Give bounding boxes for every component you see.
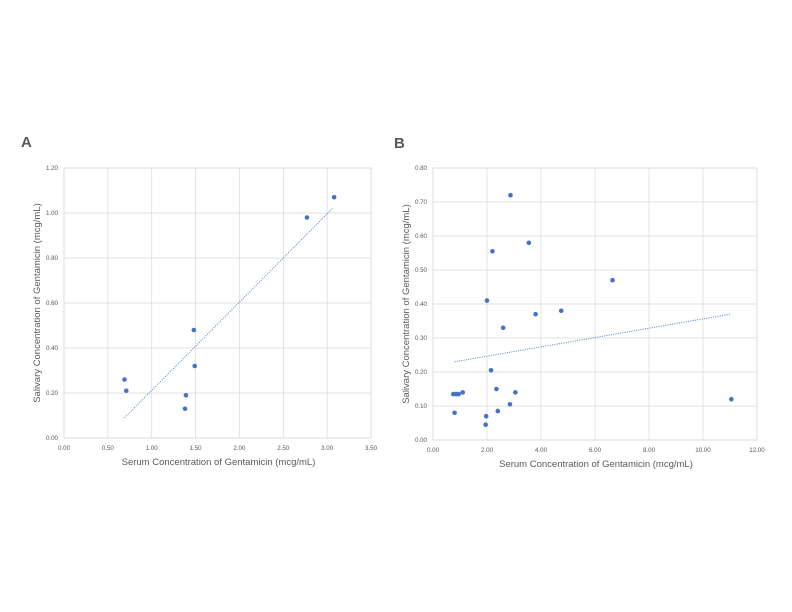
x-tick-label: 0.00: [58, 445, 71, 452]
data-point: [494, 386, 499, 392]
data-point: [192, 363, 197, 369]
data-point: [483, 422, 488, 428]
x-tick-label: 2.50: [277, 445, 290, 452]
data-point: [452, 410, 457, 416]
data-point: [460, 390, 466, 395]
data-point: [122, 377, 127, 382]
data-point: [123, 388, 129, 394]
data-point: [304, 215, 310, 220]
y-tick-label: 0.40: [46, 345, 59, 352]
x-axis-title: Serum Concentration of Gentamicin (mcg/m…: [122, 457, 316, 468]
y-tick-label: 0.60: [415, 233, 428, 240]
y-tick-label: 0.20: [415, 369, 428, 376]
y-tick-label: 0.50: [415, 267, 428, 274]
x-tick-label: 10.00: [695, 447, 711, 454]
y-tick-label: 0.70: [415, 199, 428, 206]
x-tick-label: 2.00: [233, 445, 246, 452]
y-axis-title: Salivary Concentration of Gentamicin (mc…: [32, 203, 43, 403]
data-point: [513, 390, 518, 395]
trendline: [124, 208, 333, 419]
y-tick-label: 0.80: [46, 255, 59, 262]
data-point: [508, 192, 513, 198]
x-axis-title: Serum Concentration of Gentamicin (mcg/m…: [499, 459, 693, 470]
x-tick-label: 0.00: [427, 447, 440, 454]
x-tick-label: 3.00: [321, 445, 334, 452]
y-tick-label: 0.10: [415, 403, 428, 410]
y-tick-label: 0.60: [46, 300, 59, 307]
data-point: [507, 402, 513, 407]
x-tick-label: 6.00: [589, 447, 602, 454]
data-point: [490, 249, 495, 254]
y-tick-label: 1.20: [46, 165, 59, 172]
x-tick-label: 0.50: [102, 445, 115, 452]
y-tick-label: 0.00: [415, 437, 428, 444]
data-point: [183, 392, 189, 398]
x-tick-label: 2.00: [481, 447, 494, 454]
chart-b: 0.00 2.00 4.00 6.00 8.00 10.00 12.00 0.00 0.10 0.…: [401, 165, 765, 470]
data-point: [483, 413, 489, 419]
data-point: [495, 408, 501, 414]
data-point: [558, 308, 564, 314]
x-tick-label: 4.00: [535, 447, 548, 454]
y-axis-title: Salivary Concentration of Gentamicin (mc…: [401, 204, 412, 404]
panel-label-b: B: [394, 135, 405, 152]
data-point: [729, 396, 734, 402]
x-tick-label: 1.50: [190, 445, 203, 452]
data-point: [331, 194, 337, 200]
y-tick-label: 0.20: [46, 390, 59, 397]
data-point: [533, 311, 538, 317]
x-tick-label: 8.00: [643, 447, 656, 454]
y-tick-label: 0.30: [415, 335, 428, 342]
x-tick-label: 1.00: [146, 445, 159, 452]
data-point: [526, 240, 532, 246]
data-point: [488, 368, 494, 373]
chart-a: 0.00 0.50 1.00 1.50 2.00 2.50 3.00 3.50 0.00 0.20…: [32, 165, 378, 468]
data-point: [191, 327, 197, 333]
y-tick-label: 0.00: [46, 435, 59, 442]
y-tick-label: 1.00: [46, 210, 59, 217]
x-tick-label: 3.50: [365, 445, 378, 452]
plot-area: [432, 167, 758, 441]
plot-area: [63, 167, 372, 439]
y-tick-label: 0.80: [415, 165, 428, 172]
data-point: [182, 406, 188, 412]
data-point: [456, 391, 461, 397]
data-point: [484, 298, 490, 303]
y-tick-label: 0.40: [415, 301, 428, 308]
data-point: [500, 325, 506, 331]
trendline: [454, 313, 731, 363]
data-point: [610, 277, 615, 283]
x-tick-label: 12.00: [749, 447, 765, 454]
panel-label-a: A: [21, 134, 32, 151]
